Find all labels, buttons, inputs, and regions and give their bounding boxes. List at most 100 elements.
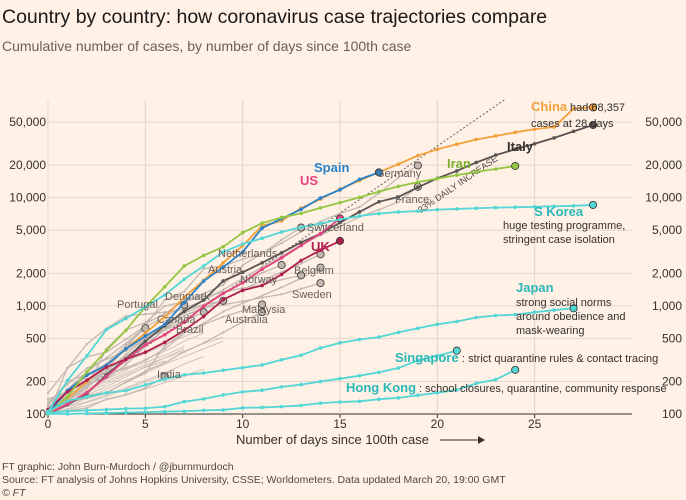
series-point-hong-kong-20	[435, 391, 440, 395]
label-china-note-2: cases at 28 days	[531, 118, 614, 130]
series-point-us-14	[318, 231, 323, 236]
series-point-italy-5	[143, 339, 148, 344]
series-point-hong-kong-5	[143, 410, 148, 414]
series-point-italy-28	[589, 120, 598, 129]
series-point-germany-19	[413, 161, 422, 170]
series-point-japan-11	[260, 363, 264, 367]
series-point-italy-19	[416, 185, 420, 190]
series-point-japan-26	[552, 308, 556, 312]
series-point-hong-kong-13	[299, 403, 303, 408]
series-point-hong-kong-16	[357, 399, 362, 404]
series-point-netherlands-12	[280, 270, 283, 274]
series-point-s-korea-1	[65, 378, 70, 383]
series-point-germany-8	[202, 292, 205, 295]
series-point-singapore-12	[279, 385, 284, 389]
series-point-sweden-0	[46, 398, 50, 401]
series-point-hong-kong-8	[201, 408, 206, 413]
label-france: France	[395, 194, 429, 206]
label-hongkong-note: : school closures, quarantine, community…	[419, 383, 667, 395]
series-point-sweden-12	[280, 293, 283, 296]
series-point-sweden-4	[124, 353, 128, 356]
series-point-japan-19	[416, 326, 420, 331]
series-point-netherlands-0	[46, 401, 50, 404]
series-point-hong-kong-7	[182, 409, 187, 414]
series-point-germany-12	[280, 241, 283, 245]
series-line-denmark	[47, 300, 224, 394]
series-point-s-korea-4	[124, 316, 128, 321]
x-tick-label-25: 25	[528, 417, 542, 431]
series-point-singapore-15	[338, 376, 342, 381]
series-point-belgium-6	[163, 347, 166, 351]
series-point-spain-15	[338, 188, 342, 192]
series-point-japan-5	[143, 383, 148, 387]
series-point-japan-27	[569, 304, 578, 313]
series-point-austria-4	[124, 360, 128, 364]
series-point-netherlands-13	[299, 262, 303, 265]
series-point-canada-2	[85, 386, 89, 389]
series-point-iran-14	[318, 206, 323, 210]
series-point-malaysia-5	[144, 372, 147, 375]
series-point-s-korea-24	[513, 205, 517, 210]
label-japan-note-2: around obedience and	[516, 311, 625, 323]
series-point-china-26	[552, 125, 556, 129]
grid-lines	[47, 100, 632, 415]
chart-subtitle: Cumulative number of cases, by number of…	[2, 38, 412, 54]
y-tick-label-left-10000: 10,000	[9, 191, 46, 205]
series-point-singapore-18	[396, 366, 401, 370]
series-point-denmark-5	[144, 313, 147, 316]
series-point-hong-kong-21	[455, 388, 459, 392]
series-point-china-7	[182, 295, 187, 300]
y-axis-right: 100 200 500 1,000 2,000 5,000 10,000 20,000 50,0…	[645, 115, 682, 421]
series-point-japan-9	[221, 368, 225, 373]
series-point-uk-14	[318, 248, 323, 252]
series-point-iran-4	[124, 328, 128, 333]
label-australia: Australia	[225, 314, 269, 326]
series-point-germany-9	[222, 283, 225, 286]
series-point-india-2	[85, 406, 89, 410]
y-tick-label-right-50000: 50,000	[645, 115, 682, 129]
label-iran: Iran	[447, 156, 471, 171]
series-point-iran-22	[474, 169, 479, 174]
y-tick-label-right-200: 200	[662, 374, 682, 388]
series-point-iran-1	[65, 394, 70, 399]
label-sweden: Sweden	[292, 289, 332, 301]
series-line-australia	[47, 311, 263, 410]
label-japan-note-3: mask-wearing	[516, 325, 584, 337]
series-point-spain-7	[182, 300, 187, 305]
series-point-s-korea-3	[104, 327, 109, 332]
x-tick-label-15: 15	[333, 417, 347, 431]
chart-title: Country by country: how coronavirus case…	[2, 6, 548, 28]
series-japan	[46, 304, 578, 414]
series-line-uk	[47, 240, 341, 411]
y-tick-label-right-1000: 1,000	[652, 299, 682, 313]
series-line-singapore	[47, 349, 458, 414]
series-point-china-19	[416, 153, 420, 158]
series-point-italy-9	[221, 279, 225, 283]
series-point-malaysia-10	[241, 309, 244, 312]
label-belgium: Belgium	[294, 265, 334, 277]
series-point-us-3	[104, 374, 109, 379]
series-line-spain	[47, 171, 380, 415]
series-point-hong-kong-12	[279, 404, 284, 409]
series-point-japan-8	[201, 371, 206, 375]
series-point-belgium-4	[124, 366, 128, 370]
series-point-hong-kong-2	[85, 411, 89, 416]
series-point-japan-4	[124, 388, 128, 393]
label-japan-note-1: strong social norms	[516, 297, 612, 309]
series-point-portugal-3	[105, 356, 108, 359]
series-point-hong-kong-11	[260, 405, 264, 410]
series-point-hong-kong-24	[511, 365, 520, 374]
series-point-singapore-5	[143, 406, 148, 411]
series-point-japan-12	[279, 358, 284, 362]
series-point-italy-26	[552, 136, 556, 140]
series-point-norway-8	[202, 295, 205, 298]
series-point-hong-kong-19	[416, 393, 420, 398]
series-point-us-8	[201, 304, 206, 308]
series-point-uk-1	[65, 390, 70, 394]
series-point-italy-7	[182, 309, 187, 314]
series-point-denmark-4	[124, 314, 128, 318]
series-point-france-9	[222, 288, 225, 291]
series-point-iran-2	[85, 370, 89, 374]
series-point-us-2	[85, 390, 89, 395]
series-point-uk-15	[335, 236, 344, 245]
